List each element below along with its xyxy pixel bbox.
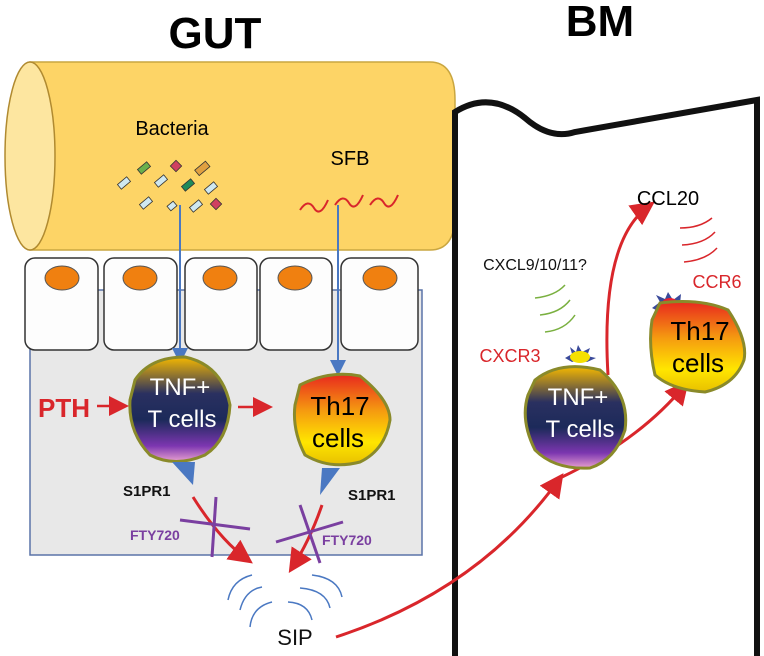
bm-th17-label-2: cells [672,348,724,378]
gut-tnf-t-cell: TNF+ T cells [128,355,232,485]
sfb-label: SFB [331,148,370,170]
bacteria-label: Bacteria [135,118,209,140]
cxcl-signal-icon [534,284,576,333]
gut-lumen [4,61,456,251]
cxcr3-label: CXCR3 [479,346,540,366]
bacteria-icon [116,159,223,213]
gut-tnf-label-1: TNF+ [150,374,211,401]
gut-title: GUT [169,9,262,58]
s1pr1-label-1: S1PR1 [123,483,171,500]
pth-label: PTH [38,393,90,423]
bm-th17-cell: Th17 cells [649,300,747,394]
cxcr3-receptor-icon [565,345,596,363]
bm-tnf-label-1: TNF+ [548,384,609,411]
bm-tnf-label-2: T cells [546,416,615,443]
th17-egress-arrow [288,504,324,574]
cxcl-label: CXCL9/10/11? [483,257,587,274]
s1pr1-label-2: S1PR1 [348,487,396,504]
bm-tnf-t-cell: TNF+ T cells [523,365,628,470]
tnf-egress-arrow [191,496,253,564]
gut-th17-cell: Th17 cells [293,372,392,495]
bone-marrow-outline [452,96,760,656]
ccl20-label: CCL20 [637,188,699,210]
sip-signal-icon [227,574,343,628]
gut-th17-label-1: Th17 [310,391,369,421]
bm-title: BM [566,0,634,46]
gut-tnf-label-2: T cells [148,406,217,433]
sip-label: SIP [277,625,312,650]
fty720-block-icon [179,496,344,564]
fty720-label-2: FTY720 [322,532,372,548]
fty720-label-1: FTY720 [130,527,180,543]
ccl20-signal-icon [679,217,718,263]
sfb-icon [299,194,399,213]
ccr6-label: CCR6 [692,272,741,292]
epithelium [24,257,419,351]
gut-th17-label-2: cells [312,423,364,453]
sip-to-bm-tnf-arrow [335,473,564,639]
tnf-to-ccl20-arrow [605,201,655,376]
bm-th17-label-1: Th17 [670,316,729,346]
